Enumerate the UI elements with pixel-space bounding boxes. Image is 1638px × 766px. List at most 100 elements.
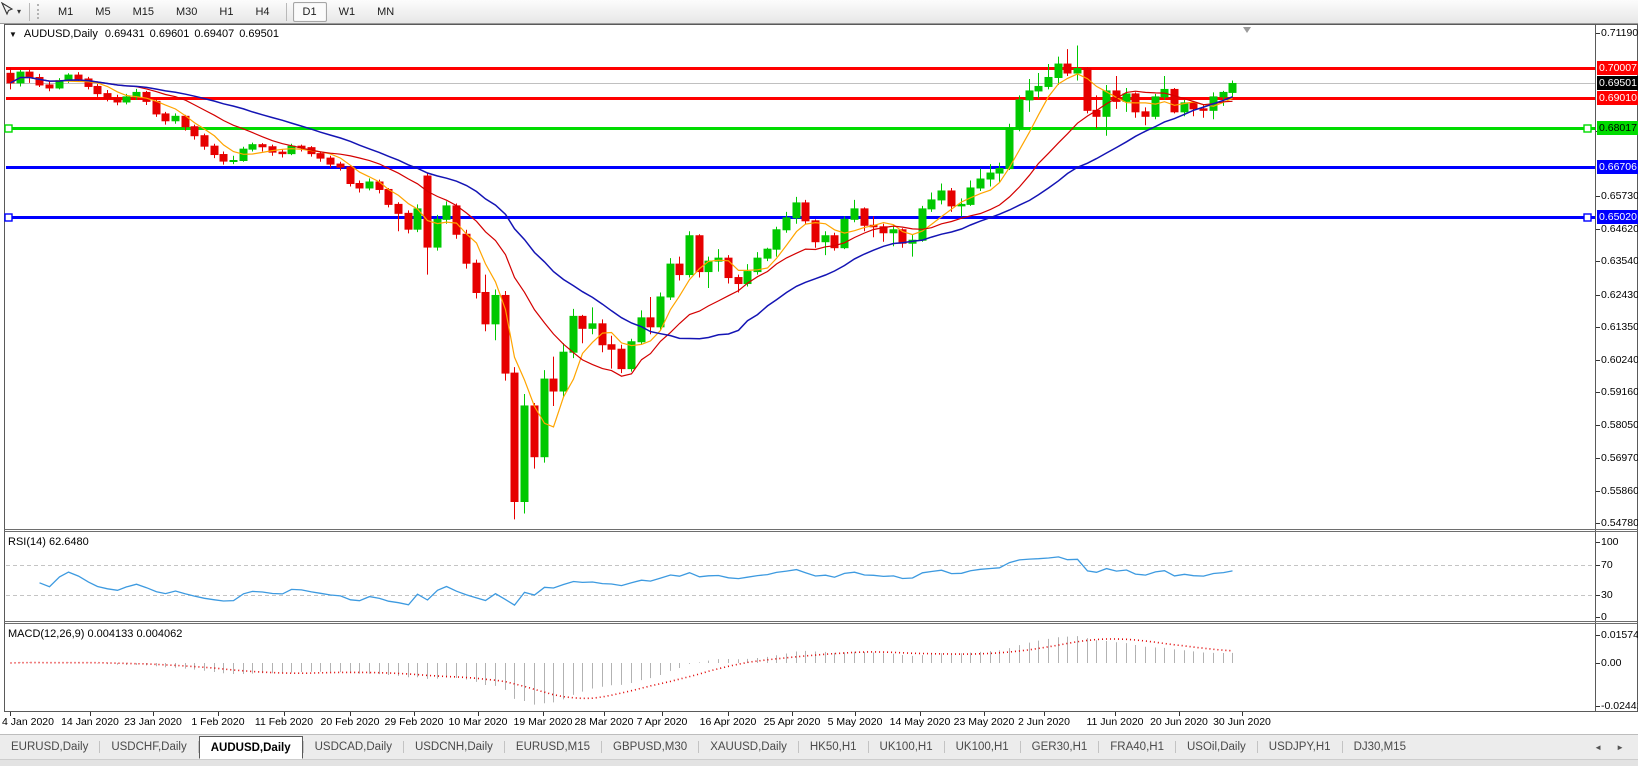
- chart-tab-uk100-h1[interactable]: UK100,H1: [955, 741, 1009, 753]
- candle-body: [685, 235, 694, 276]
- candle-body: [462, 233, 471, 264]
- price-tick-label: 0.63540: [1601, 255, 1638, 267]
- candle-body: [666, 263, 675, 298]
- candle-body: [442, 205, 451, 220]
- candle-body: [860, 208, 869, 226]
- candle-body: [879, 226, 888, 234]
- candle-body: [404, 212, 413, 230]
- price-tick-label: 0.58050: [1601, 419, 1638, 431]
- candle-body: [113, 97, 122, 103]
- candle-body: [830, 235, 839, 249]
- candle-body: [559, 351, 568, 392]
- timeframe-button-mn[interactable]: MN: [377, 5, 395, 18]
- low-value: 0.69407: [194, 28, 235, 40]
- tab-divider: [197, 741, 199, 753]
- tab-divider: [302, 741, 304, 753]
- candle-body: [772, 229, 781, 250]
- date-tick-label: 11 Feb 2020: [254, 716, 314, 728]
- toolbar-drag-handle[interactable]: [37, 4, 41, 19]
- price-tick-label: 0.62430: [1601, 289, 1638, 301]
- candle-body: [763, 248, 772, 259]
- candle-body: [782, 217, 791, 231]
- timeframe-button-m5[interactable]: M5: [95, 5, 111, 18]
- chart-tab-usdjpy-h1[interactable]: USDJPY,H1: [1268, 741, 1331, 753]
- chart-tab-ger30-h1[interactable]: GER30,H1: [1031, 741, 1088, 753]
- candle-body: [336, 163, 345, 168]
- price-tick-label: 0.61350: [1601, 321, 1638, 333]
- chart-tab-usoil-daily[interactable]: USOil,Daily: [1186, 741, 1246, 753]
- line-handle[interactable]: [1583, 213, 1592, 222]
- date-tick-label: 1 Feb 2020: [191, 716, 245, 728]
- date-tick-label: 30 Jun 2020: [1213, 716, 1271, 728]
- chevron-down-icon[interactable]: ▾: [17, 7, 22, 16]
- cursor-tool-button[interactable]: ▾: [0, 1, 24, 22]
- candle-body: [316, 153, 325, 159]
- candle-body: [1141, 111, 1150, 117]
- chart-tab-dj30-m15[interactable]: DJ30,M15: [1353, 741, 1406, 753]
- candle-body: [161, 113, 170, 122]
- price-badge-support-line-price: 0.68017: [1597, 121, 1638, 135]
- candle-body: [122, 96, 131, 103]
- timeframe-button-h1[interactable]: H1: [219, 5, 234, 18]
- tab-divider: [1256, 741, 1258, 753]
- timeframe-button-h4[interactable]: H4: [255, 5, 270, 18]
- candle-body: [93, 85, 102, 95]
- price-badge-resistance-line-price: 0.69010: [1597, 91, 1638, 105]
- candle-body: [1015, 99, 1024, 129]
- macd-label: MACD(12,26,9) 0.004133 0.004062: [8, 628, 183, 640]
- chart-tab-hk50-h1[interactable]: HK50,H1: [809, 741, 857, 753]
- timeframe-button-m30[interactable]: M30: [175, 5, 198, 18]
- line-handle[interactable]: [4, 213, 13, 222]
- date-tick-label: 10 Mar 2020: [448, 716, 508, 728]
- candle-body: [287, 145, 296, 155]
- candle-body: [1034, 85, 1043, 92]
- candle-body: [452, 205, 461, 235]
- macd-signal-line: [10, 638, 1233, 700]
- candle-body: [821, 235, 830, 243]
- toolbar-separator: [285, 2, 287, 21]
- tab-divider: [503, 741, 505, 753]
- candle-body: [617, 348, 626, 370]
- timeframe-button-m15[interactable]: M15: [132, 5, 154, 18]
- candle-body: [152, 100, 161, 115]
- chart-tab-eurusd-m15[interactable]: EURUSD,M15: [515, 741, 591, 753]
- chart-tab-usdchf-daily[interactable]: USDCHF,Daily: [111, 741, 187, 753]
- timeframe-button-d1[interactable]: D1: [292, 1, 327, 22]
- chart-tab-eurusd-daily[interactable]: EURUSD,Daily: [11, 741, 89, 753]
- candle-body: [598, 323, 607, 346]
- macd-tick-label: -0.024412: [1601, 700, 1638, 712]
- symbol-dropdown-icon[interactable]: ▼: [9, 29, 17, 39]
- chart-tab-fra40-h1[interactable]: FRA40,H1: [1110, 741, 1164, 753]
- chart-tab-usdcad-daily[interactable]: USDCAD,Daily: [314, 741, 392, 753]
- ma-mid-line: [10, 76, 1233, 377]
- chart-tab-uk100-h1[interactable]: UK100,H1: [879, 741, 933, 753]
- timeframe-button-w1[interactable]: W1: [338, 5, 356, 18]
- chart-tab-usdcnh-daily[interactable]: USDCNH,Daily: [414, 741, 493, 753]
- chart-shift-marker[interactable]: [1243, 27, 1251, 33]
- chart-tab-xauusd-daily[interactable]: XAUUSD,Daily: [710, 741, 787, 753]
- candle-body: [695, 235, 704, 273]
- tab-scroll-left-icon[interactable]: ◄: [1594, 742, 1603, 752]
- line-handle[interactable]: [1583, 124, 1592, 133]
- chart-tab-audusd-daily[interactable]: AUDUSD,Daily: [198, 736, 303, 759]
- candle-body: [792, 202, 801, 219]
- tab-scroll-right-icon[interactable]: ►: [1616, 742, 1624, 752]
- candle-body: [646, 317, 655, 328]
- chart-tab-gbpusd-m30[interactable]: GBPUSD,M30: [613, 741, 688, 753]
- tab-divider: [1174, 741, 1176, 753]
- line-handle[interactable]: [4, 124, 13, 133]
- timeframe-button-m1[interactable]: M1: [58, 5, 74, 18]
- chart-frame: [4, 24, 1638, 712]
- candle-body: [811, 220, 820, 243]
- candle-body: [268, 146, 277, 153]
- crosshair-icon: [0, 1, 14, 21]
- date-tick-label: 14 Jan 2020: [61, 716, 119, 728]
- candle-body: [74, 74, 83, 80]
- candle-body: [850, 208, 859, 220]
- candle-body: [675, 263, 684, 276]
- candle-body: [637, 317, 646, 343]
- candle-body: [578, 315, 587, 329]
- candle-body: [491, 294, 500, 325]
- price-tick-label: 0.60240: [1601, 354, 1638, 366]
